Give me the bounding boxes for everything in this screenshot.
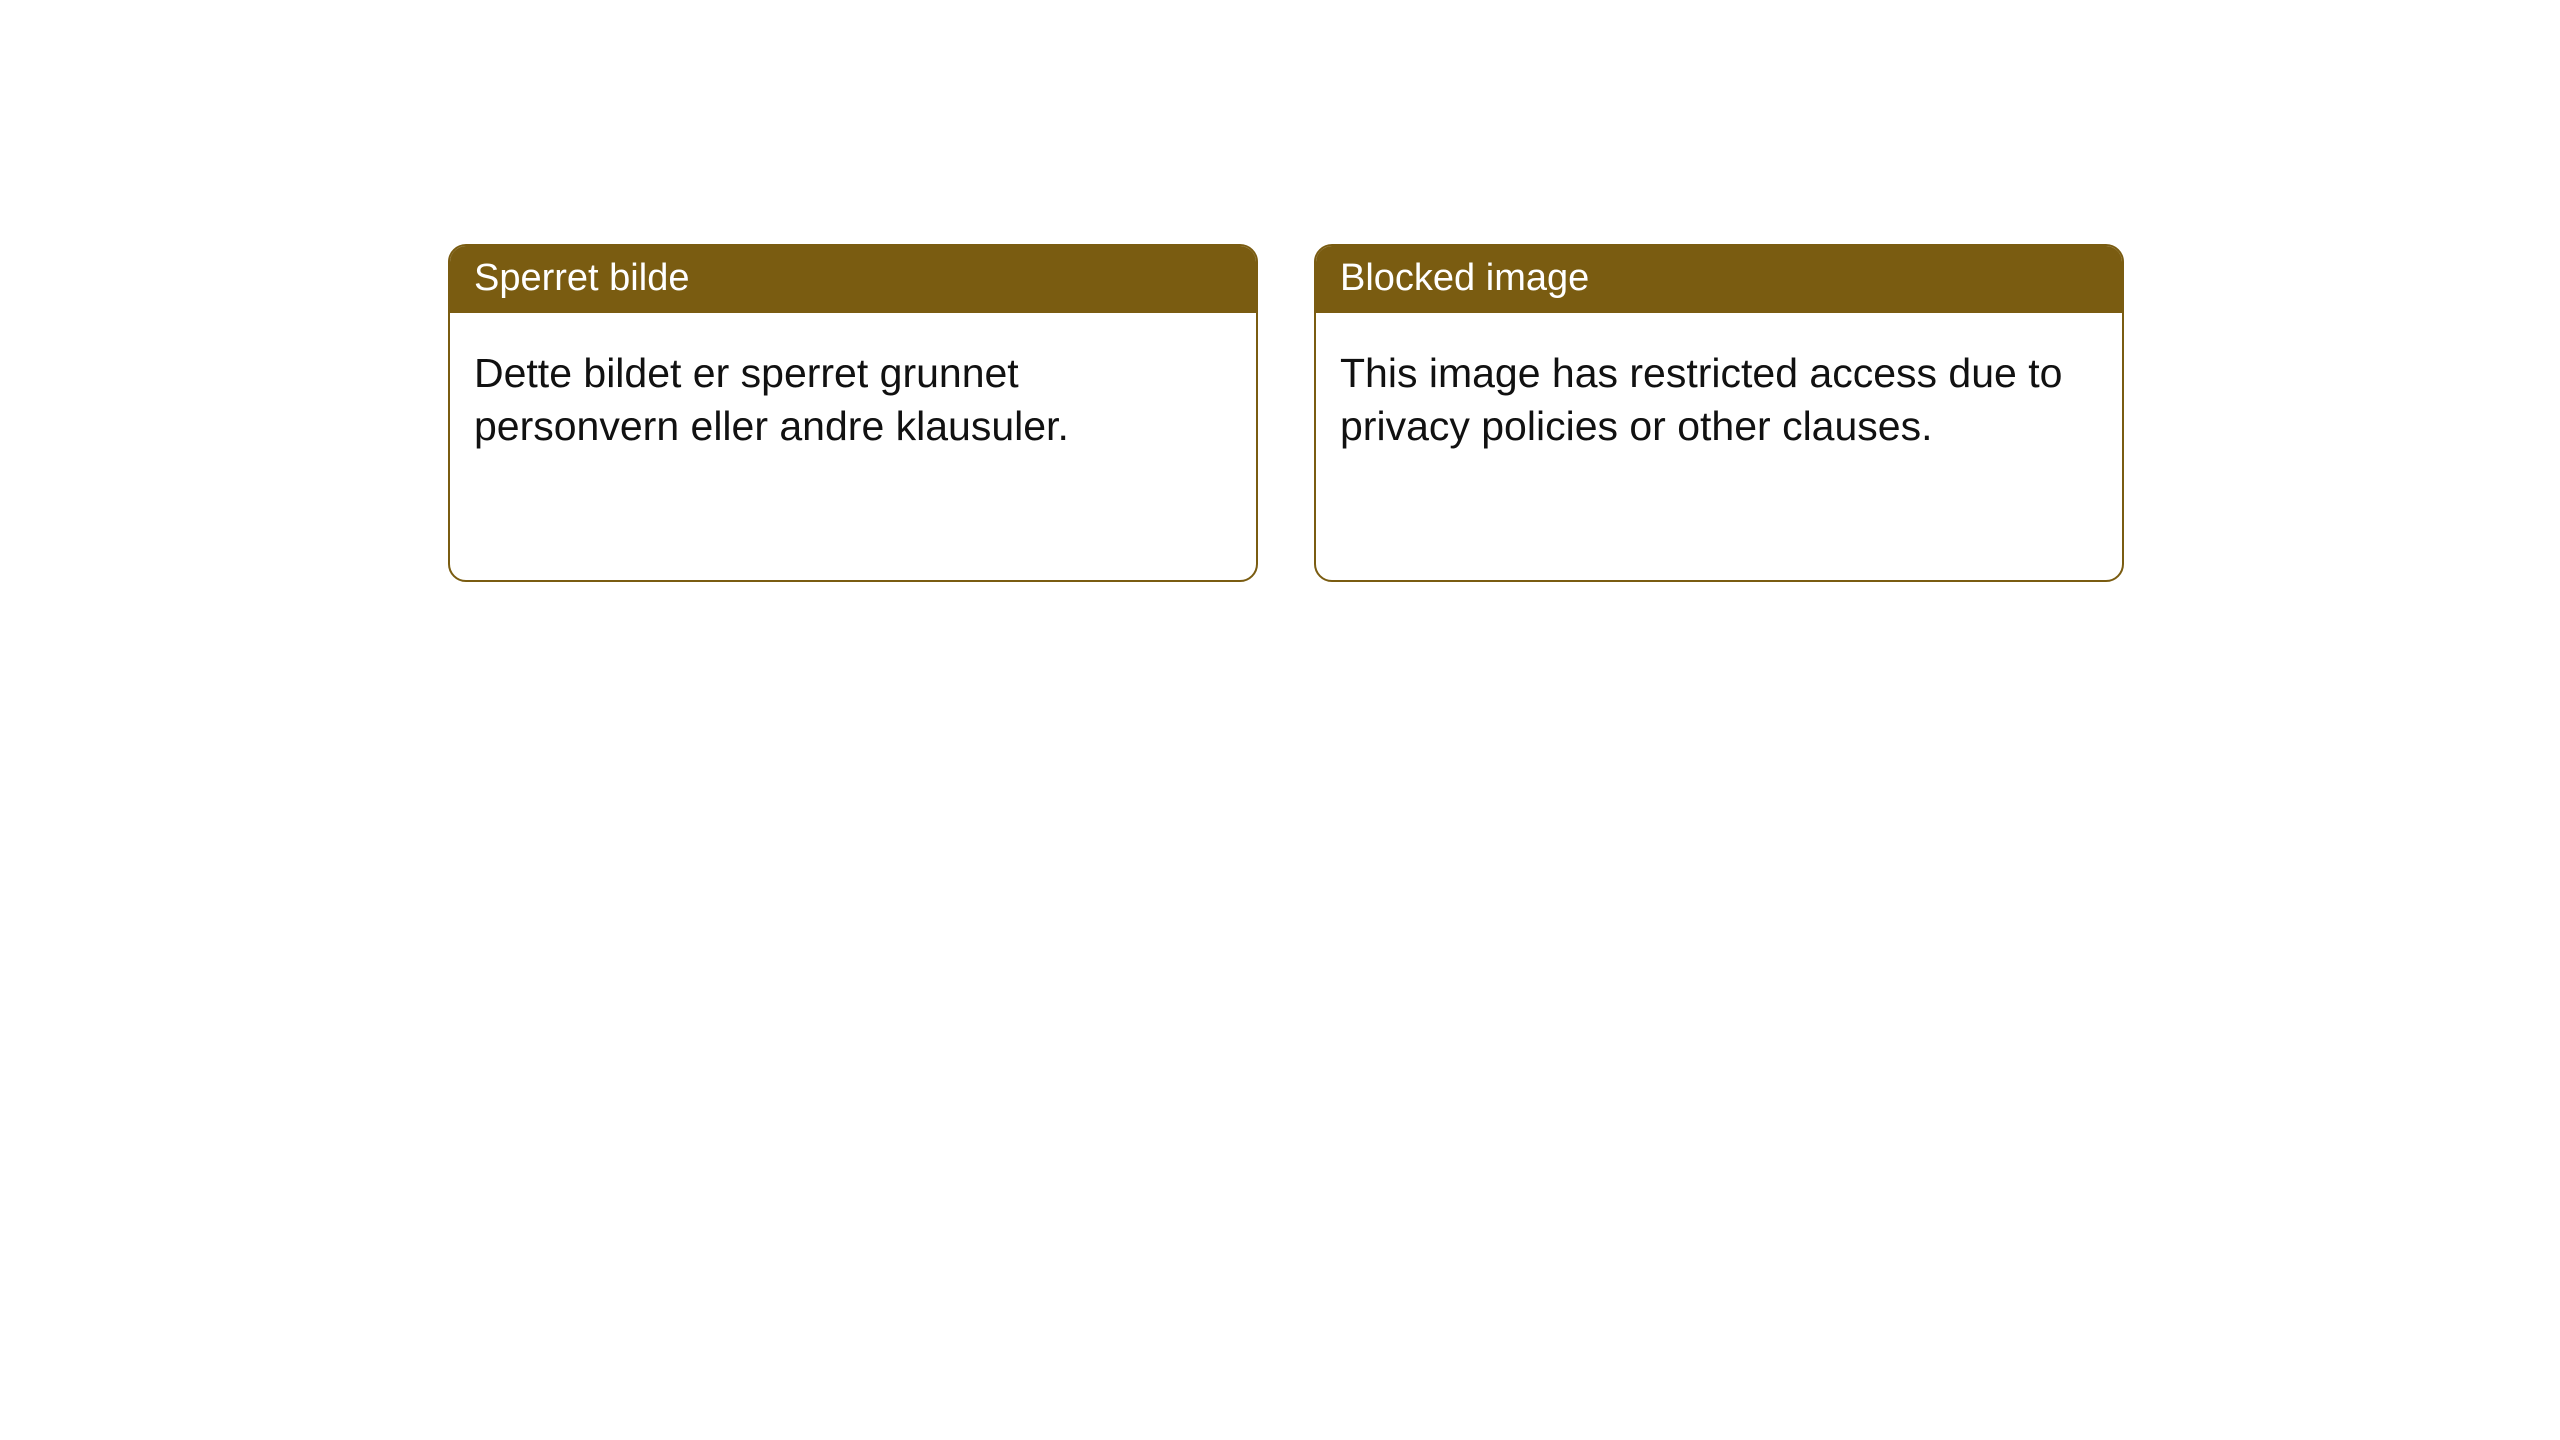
notice-header: Sperret bilde <box>450 246 1256 313</box>
notice-box-english: Blocked image This image has restricted … <box>1314 244 2124 582</box>
notice-body: This image has restricted access due to … <box>1316 313 2122 476</box>
notice-body-text: Dette bildet er sperret grunnet personve… <box>474 350 1069 448</box>
notice-container: Sperret bilde Dette bildet er sperret gr… <box>0 0 2560 582</box>
notice-title: Blocked image <box>1340 257 1589 299</box>
notice-body: Dette bildet er sperret grunnet personve… <box>450 313 1256 476</box>
notice-header: Blocked image <box>1316 246 2122 313</box>
notice-body-text: This image has restricted access due to … <box>1340 350 2062 448</box>
notice-title: Sperret bilde <box>474 257 689 299</box>
notice-box-norwegian: Sperret bilde Dette bildet er sperret gr… <box>448 244 1258 582</box>
